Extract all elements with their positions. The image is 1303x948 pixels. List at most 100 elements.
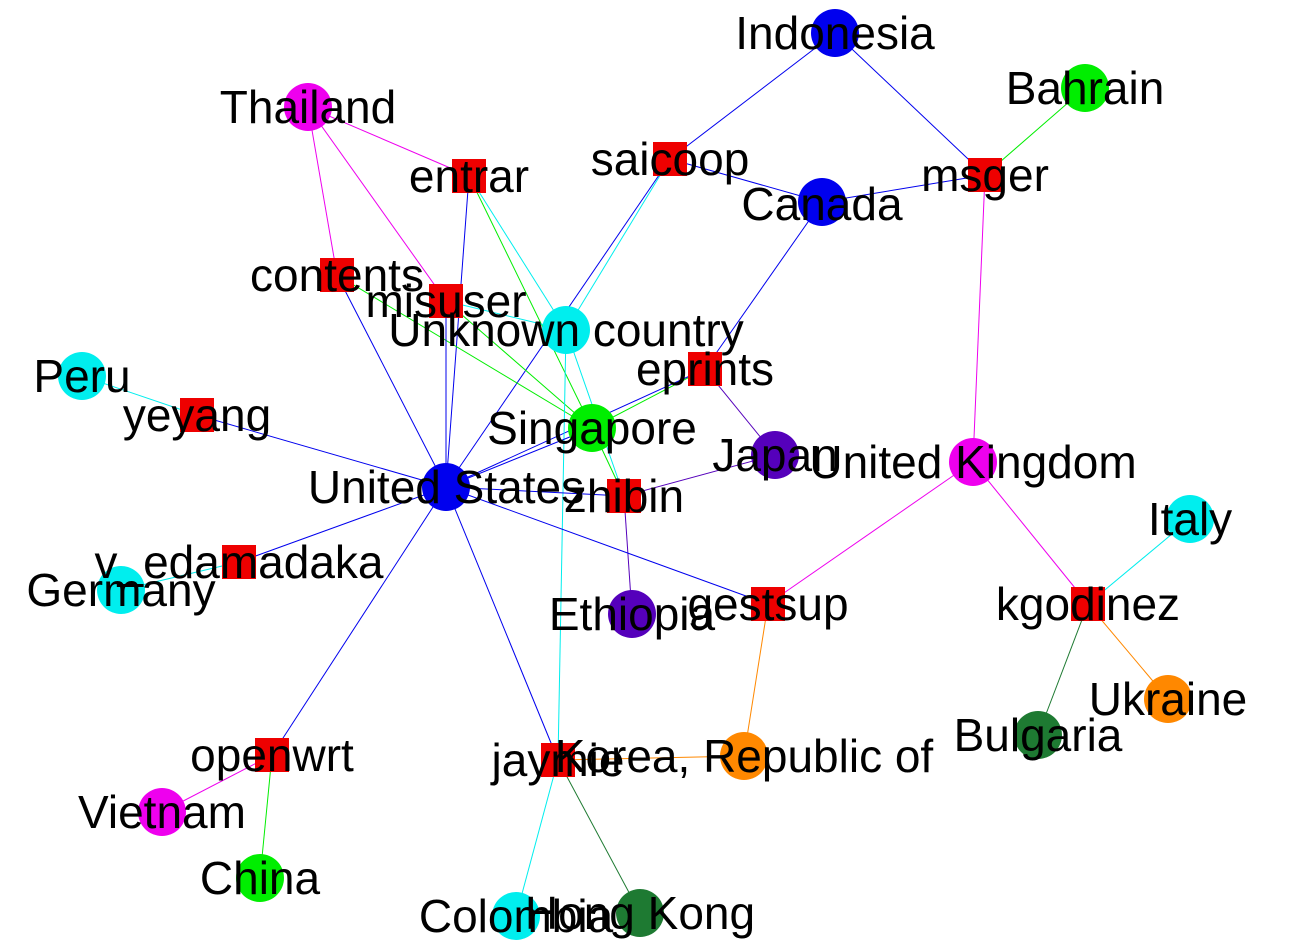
country-label-bahrain: Bahrain [1006,62,1165,114]
user-node-kgodinez[interactable] [1071,587,1105,621]
edge-saicoop-unknown [565,158,671,331]
edge-us-zhibin [445,486,625,497]
node-layer [58,9,1214,940]
country-label-china: China [200,852,321,904]
country-node-hongkong[interactable] [616,889,664,937]
country-label-hongkong: Hong Kong [525,887,755,939]
user-label-vedamadaka: v_edamadaka [95,536,384,588]
label-layer: Indonesia Bahrain Thailand Canada Unknown co… [26,7,1247,942]
country-label-germany: Germany [26,564,215,616]
edge-indonesia-saicoop [669,32,836,160]
edge-contents-us [336,274,447,488]
user-label-entrar: entrar [409,150,529,202]
country-label-japan: Japan [712,429,837,481]
country-label-uk: United Kingdom [809,436,1136,488]
country-node-china[interactable] [236,854,284,902]
edge-thailand-misuser [307,106,447,302]
edge-jaymie-hongkong [557,759,641,914]
user-node-yeyang[interactable] [180,398,214,432]
user-node-msger[interactable] [968,158,1002,192]
user-node-vedamadaka[interactable] [222,545,256,579]
edge-singapore-us [445,427,593,488]
user-node-eprints[interactable] [688,352,722,386]
country-label-italy: Italy [1148,493,1232,545]
country-node-bahrain[interactable] [1061,64,1109,112]
edge-canada-eprints [704,201,823,370]
edge-thailand-entrar [307,106,470,177]
user-label-kgodinez: kgodinez [996,578,1180,630]
edge-canada-msger [821,174,986,203]
edge-gestsup-korea [743,603,769,757]
country-node-colombia[interactable] [492,892,540,940]
country-label-canada: Canada [741,178,903,230]
country-label-vietnam: Vietnam [78,786,246,838]
user-node-zhibin[interactable] [607,479,641,513]
edge-unknown-jaymie [557,329,567,761]
country-node-canada[interactable] [798,178,846,226]
user-label-zhibin: zhibin [564,470,684,522]
user-label-contents: contents [250,249,424,301]
country-node-japan[interactable] [751,431,799,479]
country-label-ethiopia: Ethiopia [549,588,716,640]
edge-misuser-singapore [445,300,593,429]
country-label-us: United States [308,461,584,513]
country-node-bulgaria[interactable] [1014,711,1062,759]
user-node-misuser[interactable] [429,284,463,318]
edge-us-jaymie [445,486,559,761]
user-node-contents[interactable] [320,258,354,292]
user-label-openwrt: openwrt [190,729,354,781]
country-label-thailand: Thailand [220,81,396,133]
country-node-vietnam[interactable] [138,788,186,836]
country-label-unknown: Unknown country [388,304,743,356]
country-label-indonesia: Indonesia [735,7,935,59]
edge-us-gestsup [445,486,769,605]
user-node-saicoop[interactable] [653,142,687,176]
edge-contents-singapore [336,274,593,429]
edge-jaymie-korea [557,755,745,761]
user-node-jaymie[interactable] [541,743,575,777]
user-node-gestsup[interactable] [751,587,785,621]
country-label-peru: Peru [33,350,130,402]
country-node-uk[interactable] [949,438,997,486]
user-label-gestsup: gestsup [687,578,848,630]
user-label-msger: msger [921,149,1049,201]
user-label-misuser: misuser [365,275,526,327]
country-node-thailand[interactable] [284,83,332,131]
country-label-singapore: Singapore [487,402,697,454]
country-label-korea: Korea, Republic of [555,730,934,782]
country-node-germany[interactable] [97,566,145,614]
country-node-singapore[interactable] [568,404,616,452]
user-label-yeyang: yeyang [123,389,271,441]
edge-japan-zhibin [623,454,776,497]
country-label-ukraine: Ukraine [1089,673,1248,725]
edge-uk-kgodinez [972,461,1089,605]
edge-entrar-unknown [468,175,567,331]
country-node-peru[interactable] [58,352,106,400]
country-node-korea[interactable] [720,732,768,780]
user-label-saicoop: saicoop [591,133,750,185]
edge-entrar-singapore [468,175,593,429]
edge-jaymie-colombia [515,759,559,917]
country-label-bulgaria: Bulgaria [954,709,1123,761]
edge-thailand-contents [307,106,338,276]
edge-saicoop-canada [669,158,823,203]
edge-entrar-us [445,175,470,488]
country-node-us[interactable] [422,463,470,511]
edge-yeyang-us [196,414,447,488]
user-node-entrar[interactable] [452,159,486,193]
country-node-indonesia[interactable] [811,9,859,57]
edge-us-vedamadaka [238,486,447,563]
country-node-ukraine[interactable] [1144,675,1192,723]
country-node-ethiopia[interactable] [608,590,656,638]
country-node-italy[interactable] [1166,495,1214,543]
country-node-unknown[interactable] [542,306,590,354]
user-label-jaymie: jaymie [490,734,625,786]
user-node-openwrt[interactable] [255,738,289,772]
user-label-eprints: eprints [636,343,774,395]
country-label-colombia: Colombia [419,890,614,942]
edge-indonesia-msger [834,32,986,176]
edge-msger-uk [972,174,986,463]
edge-us-openwrt [271,486,447,756]
edge-uk-gestsup [767,461,974,605]
